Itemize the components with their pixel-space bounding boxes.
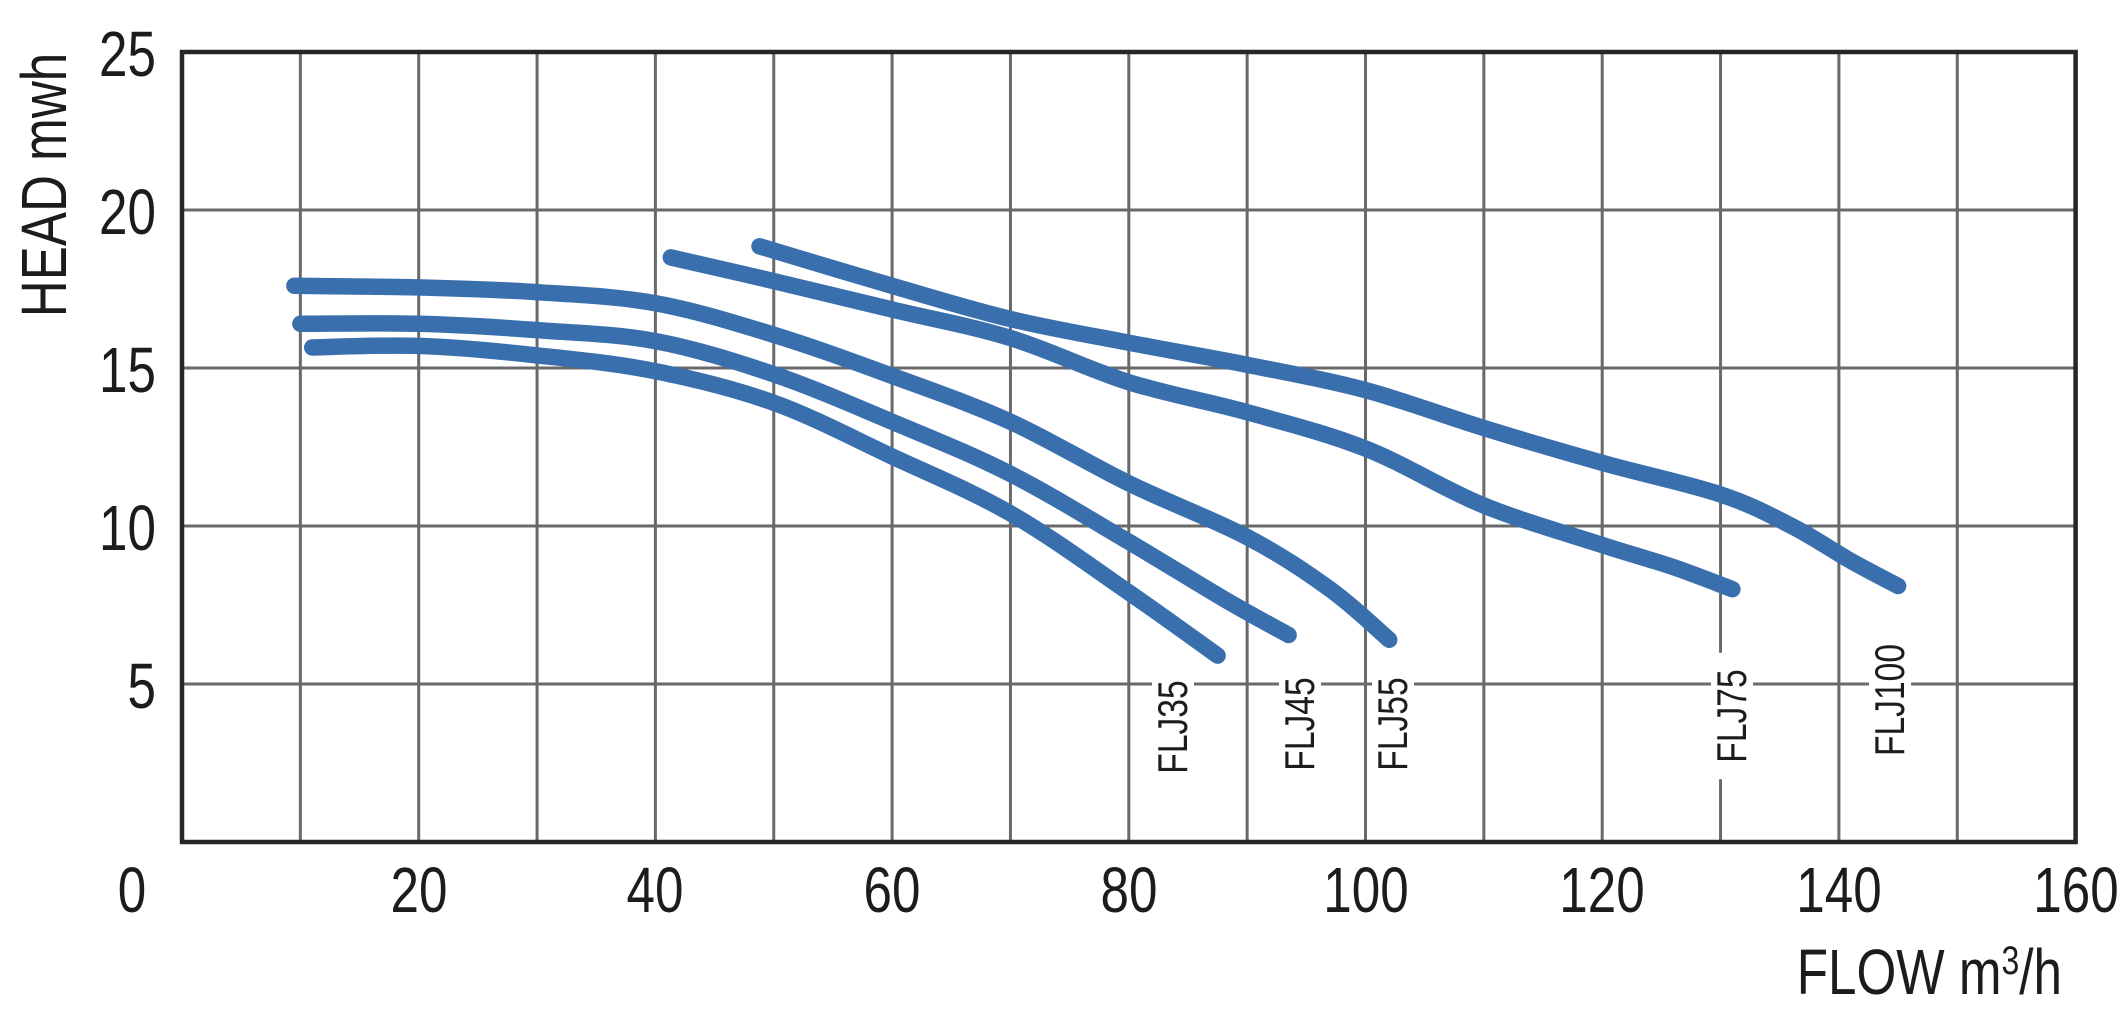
x-axis-title-unit: /h bbox=[2019, 936, 2062, 1008]
y-tick-label-25: 25 bbox=[99, 18, 156, 90]
curve-FLJ75 bbox=[662, 249, 1741, 598]
x-tick-label-60: 60 bbox=[863, 854, 921, 926]
curve-label-FLJ55: FLJ55 bbox=[1369, 675, 1416, 773]
curve-label-FLJ75: FLJ75 bbox=[1708, 652, 1755, 780]
x-axis-title: FLOW m3/h bbox=[1772, 939, 2062, 1013]
curve-FLJ100 bbox=[751, 238, 1907, 595]
x-tick-label-20: 20 bbox=[390, 854, 448, 926]
curve-label-FLJ45: FLJ45 bbox=[1276, 675, 1323, 773]
y-tick-label-10: 10 bbox=[99, 492, 156, 564]
x-tick-label-120: 120 bbox=[1559, 854, 1645, 926]
x-tick-label-0: 0 bbox=[117, 854, 147, 926]
x-tick-label-80: 80 bbox=[1100, 854, 1158, 926]
x-axis-title-superscript: 3 bbox=[2001, 939, 2020, 983]
y-axis-title: HEAD mwh bbox=[8, 52, 80, 318]
x-tick-label-140: 140 bbox=[1796, 854, 1882, 926]
plot-border bbox=[179, 49, 2078, 845]
curve-FLJ35 bbox=[303, 337, 1226, 664]
x-tick-label-40: 40 bbox=[626, 854, 684, 926]
curve-label-FLJ100: FLJ100 bbox=[1866, 639, 1913, 761]
y-tick-label-5: 5 bbox=[127, 650, 156, 722]
y-tick-label-15: 15 bbox=[99, 334, 156, 406]
curve-FLJ55 bbox=[286, 277, 1398, 649]
x-tick-label-160: 160 bbox=[2032, 854, 2119, 926]
curve-label-FLJ35: FLJ35 bbox=[1149, 678, 1196, 776]
y-tick-label-20: 20 bbox=[99, 176, 156, 248]
curve-FLJ45 bbox=[292, 315, 1297, 644]
x-tick-label-100: 100 bbox=[1322, 854, 1409, 926]
x-axis-title-base: FLOW m bbox=[1796, 936, 2002, 1008]
